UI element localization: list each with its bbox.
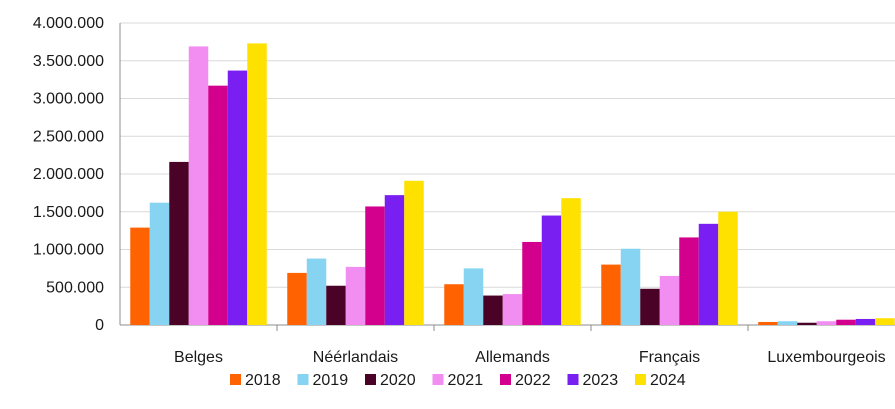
- legend-swatch-2019: [297, 374, 309, 385]
- y-tick-label: 2.500.000: [33, 128, 104, 145]
- bar-2019-Belges: [149, 202, 170, 325]
- bar-2023-Français: [698, 223, 719, 325]
- bar-2021-Allemands: [502, 294, 523, 325]
- legend-swatch-2020: [365, 374, 376, 385]
- legend-label-2024: 2024: [650, 372, 686, 389]
- legend-swatch-2022: [500, 374, 511, 385]
- category-label: Allemands: [475, 349, 550, 366]
- x-axis-category-labels: Belges Néérlandais Allemands Français Luxemb…: [174, 349, 886, 366]
- bar-2024-Belges: [247, 43, 267, 325]
- bar-2020-Luxembourgeois: [797, 322, 817, 325]
- category-label: Luxembourgeois: [767, 349, 885, 366]
- bar-2019-Français: [620, 248, 641, 325]
- bar-2019-Allemands: [463, 268, 484, 325]
- legend: 2018 2019 2020 2021 2022 2023 2024: [230, 372, 686, 389]
- bar-2023-Luxembourgeois: [855, 318, 876, 325]
- y-tick-label: 500.000: [46, 279, 104, 296]
- legend-label-2022: 2022: [515, 372, 551, 389]
- bar-2018-Allemands: [444, 284, 464, 325]
- y-tick-label: 2.000.000: [33, 166, 104, 183]
- bar-2024-Néérlandais: [404, 180, 424, 325]
- bar-2020-Néérlandais: [326, 285, 346, 325]
- bar-2022-Allemands: [522, 241, 542, 325]
- bar-2023-Allemands: [541, 215, 562, 325]
- category-label: Néérlandais: [313, 349, 398, 366]
- y-tick-label: 1.000.000: [33, 242, 104, 259]
- bar-2020-Belges: [169, 161, 189, 325]
- y-tick-label: 3.500.000: [33, 53, 104, 70]
- legend-label-2023: 2023: [583, 372, 619, 389]
- y-tick-label: 1.500.000: [33, 204, 104, 221]
- bar-2019-Néérlandais: [306, 258, 327, 325]
- bar-2024-Luxembourgeois: [875, 318, 895, 325]
- legend-swatch-2023: [567, 374, 579, 385]
- bar-2018-Belges: [130, 227, 150, 325]
- bar-2024-Français: [718, 211, 738, 325]
- legend-label-2018: 2018: [245, 372, 281, 389]
- bar-2022-Luxembourgeois: [836, 319, 856, 325]
- bar-2022-Néérlandais: [365, 206, 385, 325]
- bar-2023-Belges: [227, 70, 248, 325]
- legend-swatch-2024: [635, 374, 646, 385]
- legend-label-2021: 2021: [448, 372, 484, 389]
- bar-2020-Allemands: [483, 295, 503, 325]
- legend-swatch-2018: [230, 374, 241, 385]
- bar-2018-Français: [601, 264, 621, 325]
- y-axis-tick-labels: 0 500.000 1.000.000 1.500.000 2.000.000 2.500…: [33, 15, 104, 334]
- y-tick-label: 3.000.000: [33, 91, 104, 108]
- bar-2018-Néérlandais: [287, 272, 307, 325]
- bar-2019-Luxembourgeois: [777, 321, 798, 325]
- bar-2023-Néérlandais: [384, 195, 405, 325]
- legend-label-2020: 2020: [380, 372, 416, 389]
- bar-2024-Allemands: [561, 198, 581, 325]
- bar-2021-Belges: [188, 46, 209, 325]
- bar-2022-Belges: [208, 85, 228, 325]
- bars: [130, 43, 895, 325]
- bar-2022-Français: [679, 237, 699, 325]
- bar-2021-Luxembourgeois: [816, 321, 837, 325]
- bar-2020-Français: [640, 288, 660, 325]
- bar-2018-Luxembourgeois: [758, 321, 778, 325]
- category-label: Français: [639, 349, 700, 366]
- y-tick-label: 4.000.000: [33, 15, 104, 32]
- category-label: Belges: [174, 349, 223, 366]
- bar-2021-Néérlandais: [345, 266, 366, 325]
- y-tick-label: 0: [95, 317, 104, 334]
- legend-label-2019: 2019: [313, 372, 349, 389]
- legend-swatch-2021: [432, 374, 444, 385]
- bar-2021-Français: [659, 275, 680, 325]
